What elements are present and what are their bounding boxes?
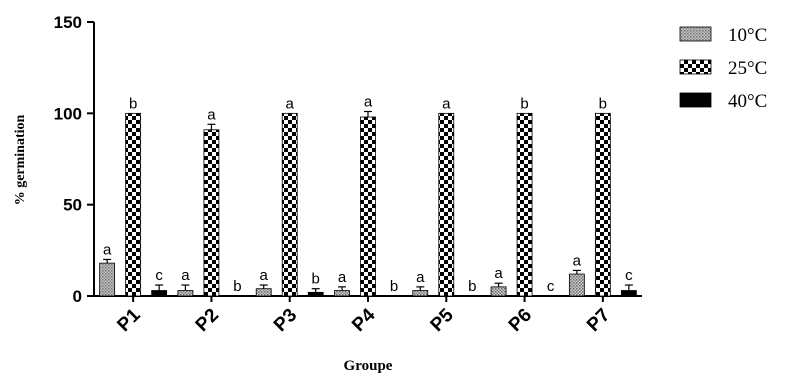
bar — [125, 112, 142, 297]
data-label: b — [390, 278, 398, 295]
data-label: a — [442, 95, 451, 112]
bar — [177, 290, 194, 297]
data-label: a — [286, 95, 295, 112]
legend-item: 10°C — [679, 25, 767, 46]
legend-label: 40°C — [728, 91, 767, 112]
data-label: c — [155, 267, 163, 284]
bar — [151, 290, 168, 297]
legend: 10°C 25°C 40°C — [679, 25, 767, 112]
x-ticks: P1 P2 P3 P4 P5 P6 P7 — [113, 296, 614, 336]
data-label: b — [312, 271, 320, 288]
y-ticks: 0 50 100 150 — [54, 13, 94, 306]
data-label: a — [260, 267, 269, 284]
bars — [99, 110, 637, 297]
bar — [438, 112, 455, 297]
x-axis-label: Groupe — [344, 358, 393, 374]
bar — [99, 262, 116, 297]
data-label: a — [364, 94, 373, 111]
y-axis-label: % germination — [13, 114, 28, 205]
x-tick-label: P1 — [113, 304, 145, 336]
bar — [568, 273, 585, 297]
bar — [255, 288, 272, 297]
bar — [594, 112, 611, 297]
data-label: b — [599, 95, 607, 112]
y-tick-label: 150 — [54, 13, 82, 32]
data-label: a — [338, 269, 347, 286]
legend-swatch — [679, 59, 712, 75]
legend-label: 25°C — [728, 58, 767, 79]
legend-swatch — [679, 92, 712, 108]
data-label: c — [625, 267, 633, 284]
data-label: a — [573, 252, 582, 269]
data-label: b — [468, 278, 476, 295]
x-tick-label: P3 — [270, 305, 301, 336]
data-label: a — [494, 265, 503, 282]
x-tick-label: P4 — [348, 304, 380, 336]
x-tick-label: P2 — [192, 305, 223, 336]
data-label: b — [233, 278, 241, 295]
y-tick-label: 100 — [54, 104, 82, 123]
bar — [307, 291, 324, 297]
bar — [281, 112, 298, 297]
data-labels: a b c a a b a a b a a b a a b a b c a b c — [103, 94, 633, 295]
data-label: a — [103, 241, 112, 258]
legend-item: 40°C — [679, 91, 767, 112]
data-label: c — [547, 278, 555, 295]
data-label: a — [207, 106, 216, 123]
data-label: a — [181, 267, 190, 284]
y-tick-label: 0 — [73, 287, 82, 306]
data-label: b — [520, 95, 528, 112]
legend-swatch — [679, 26, 712, 42]
bar — [360, 116, 376, 297]
bar — [490, 286, 507, 297]
y-tick-label: 50 — [63, 196, 82, 215]
legend-label: 10°C — [728, 25, 767, 46]
bar — [334, 290, 350, 297]
bar — [203, 129, 220, 297]
data-label: a — [416, 269, 425, 286]
bar — [516, 112, 533, 297]
x-tick-label: P6 — [505, 305, 536, 336]
x-tick-label: P5 — [427, 304, 459, 336]
bar — [620, 290, 637, 297]
legend-item: 25°C — [679, 58, 767, 79]
x-tick-label: P7 — [583, 305, 614, 336]
bar — [412, 290, 429, 297]
data-label: b — [129, 95, 137, 112]
